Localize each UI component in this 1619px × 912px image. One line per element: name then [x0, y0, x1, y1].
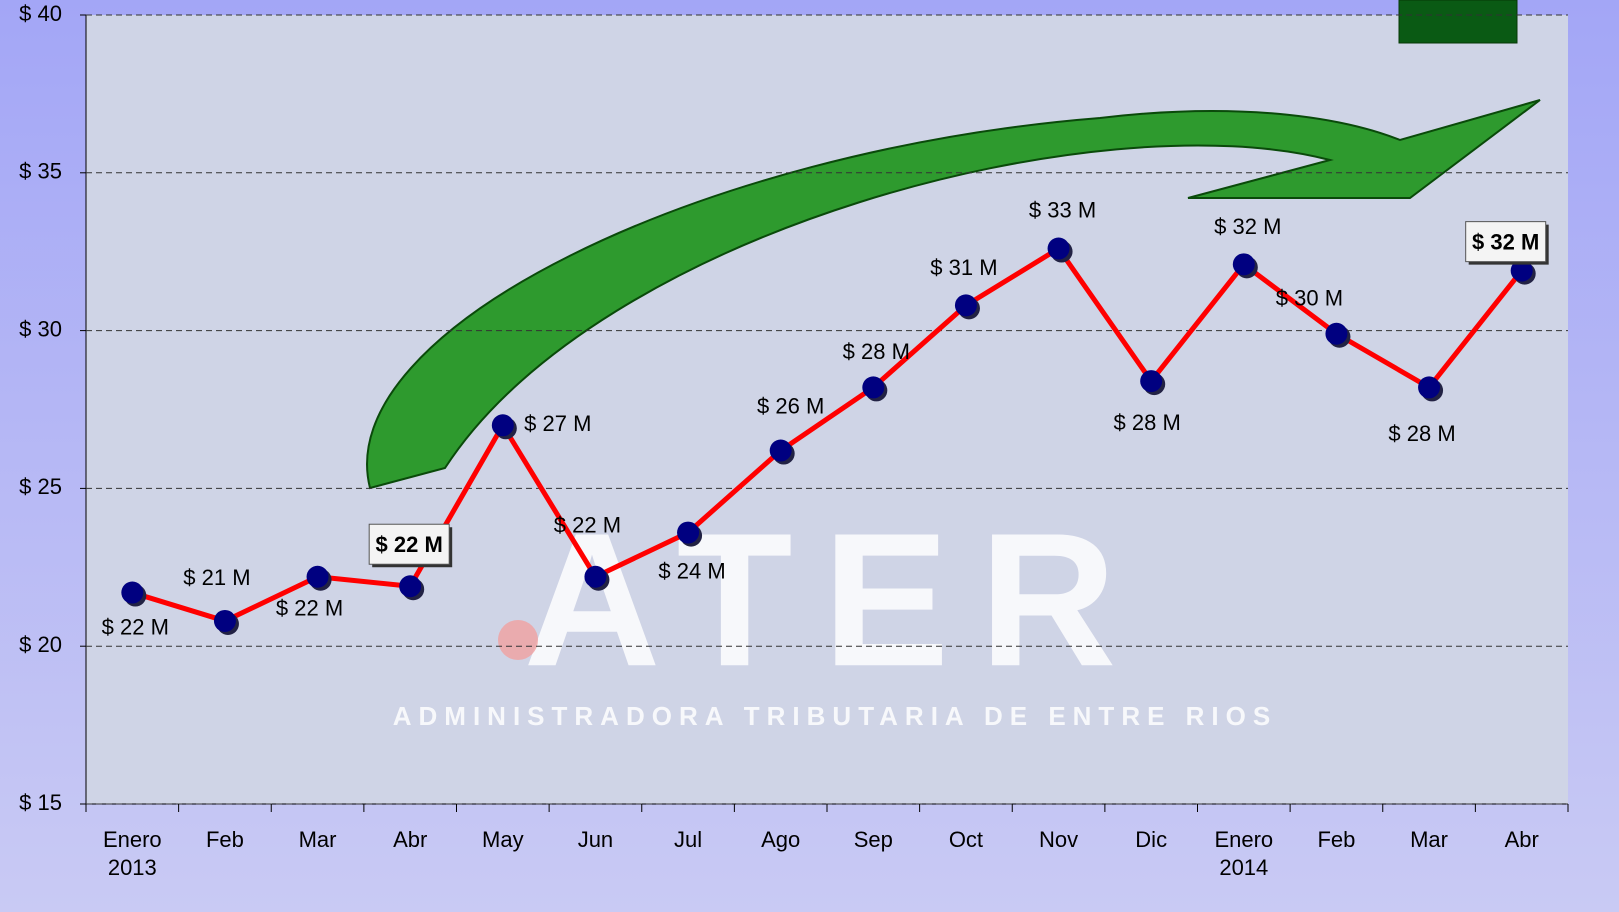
growth-arrow [366, 99, 1541, 490]
value-label: $ 33 M [1029, 197, 1096, 222]
x-tick-label: Feb [1317, 827, 1356, 852]
marker [677, 521, 700, 544]
value-label: $ 22 M [554, 513, 621, 538]
x-tick-label: Oct [948, 827, 984, 852]
marker [769, 439, 792, 462]
x-tick-label: Sep [853, 827, 893, 852]
label-box [1465, 221, 1547, 263]
label-box [368, 523, 450, 565]
marker [121, 581, 144, 604]
x-tick-label: Jun [577, 827, 614, 852]
marker [1325, 322, 1348, 345]
value-label: $ 21 M [183, 565, 250, 590]
marker [584, 565, 607, 588]
value-label: $ 22 M [102, 614, 169, 639]
marker [1232, 253, 1255, 276]
marker [1510, 259, 1533, 282]
value-label: $ 32 M [1472, 229, 1539, 254]
x-tick-label: Nov [1039, 827, 1079, 852]
value-label: $ 31 M [930, 255, 997, 280]
marker [213, 609, 236, 632]
logo-dot [498, 620, 538, 660]
corner-box [1398, 0, 1518, 44]
y-tick-label: $ 15 [19, 790, 62, 815]
y-tick-label: $ 35 [19, 159, 62, 184]
y-tick-label: $ 30 [19, 316, 62, 341]
x-tick-label: Jul [674, 827, 703, 852]
value-label: $ 26 M [757, 393, 824, 418]
y-tick-label: $ 20 [19, 632, 62, 657]
value-label: $ 28 M [843, 339, 910, 364]
x-tick-label: Enero 2013 [102, 827, 162, 880]
watermark-tagline: ADMINISTRADORA TRIBUTARIA DE ENTRE RIOS [393, 701, 1277, 731]
marker [399, 575, 422, 598]
x-tick-label: Ago [761, 827, 801, 852]
value-label: $ 32 M [1214, 214, 1281, 239]
marker [954, 294, 977, 317]
marker [491, 414, 514, 437]
x-tick-label: Dic [1135, 827, 1168, 852]
y-tick-label: $ 40 [19, 1, 62, 26]
marker [862, 376, 885, 399]
x-tick-label: Enero 2014 [1214, 827, 1274, 880]
marker [1418, 376, 1441, 399]
x-tick-label: Abr [1504, 827, 1539, 852]
x-tick-label: Mar [1410, 827, 1448, 852]
value-label: $ 28 M [1114, 410, 1181, 435]
x-tick-label: Abr [393, 827, 428, 852]
marker [1140, 370, 1163, 393]
x-tick-label: May [482, 827, 524, 852]
watermark-logo: ATER [523, 494, 1146, 706]
value-label: $ 24 M [658, 558, 725, 583]
marker [306, 565, 329, 588]
x-tick-label: Feb [205, 827, 244, 852]
y-tick-label: $ 25 [19, 474, 62, 499]
value-label: $ 22 M [376, 532, 443, 557]
marker [1047, 237, 1070, 260]
value-label: $ 22 M [276, 596, 343, 621]
series-line [131, 246, 1524, 624]
value-label: $ 30 M [1276, 286, 1343, 311]
x-tick-label: Mar [298, 827, 337, 852]
value-label: $ 28 M [1388, 421, 1455, 446]
value-label: $ 27 M [524, 411, 591, 436]
